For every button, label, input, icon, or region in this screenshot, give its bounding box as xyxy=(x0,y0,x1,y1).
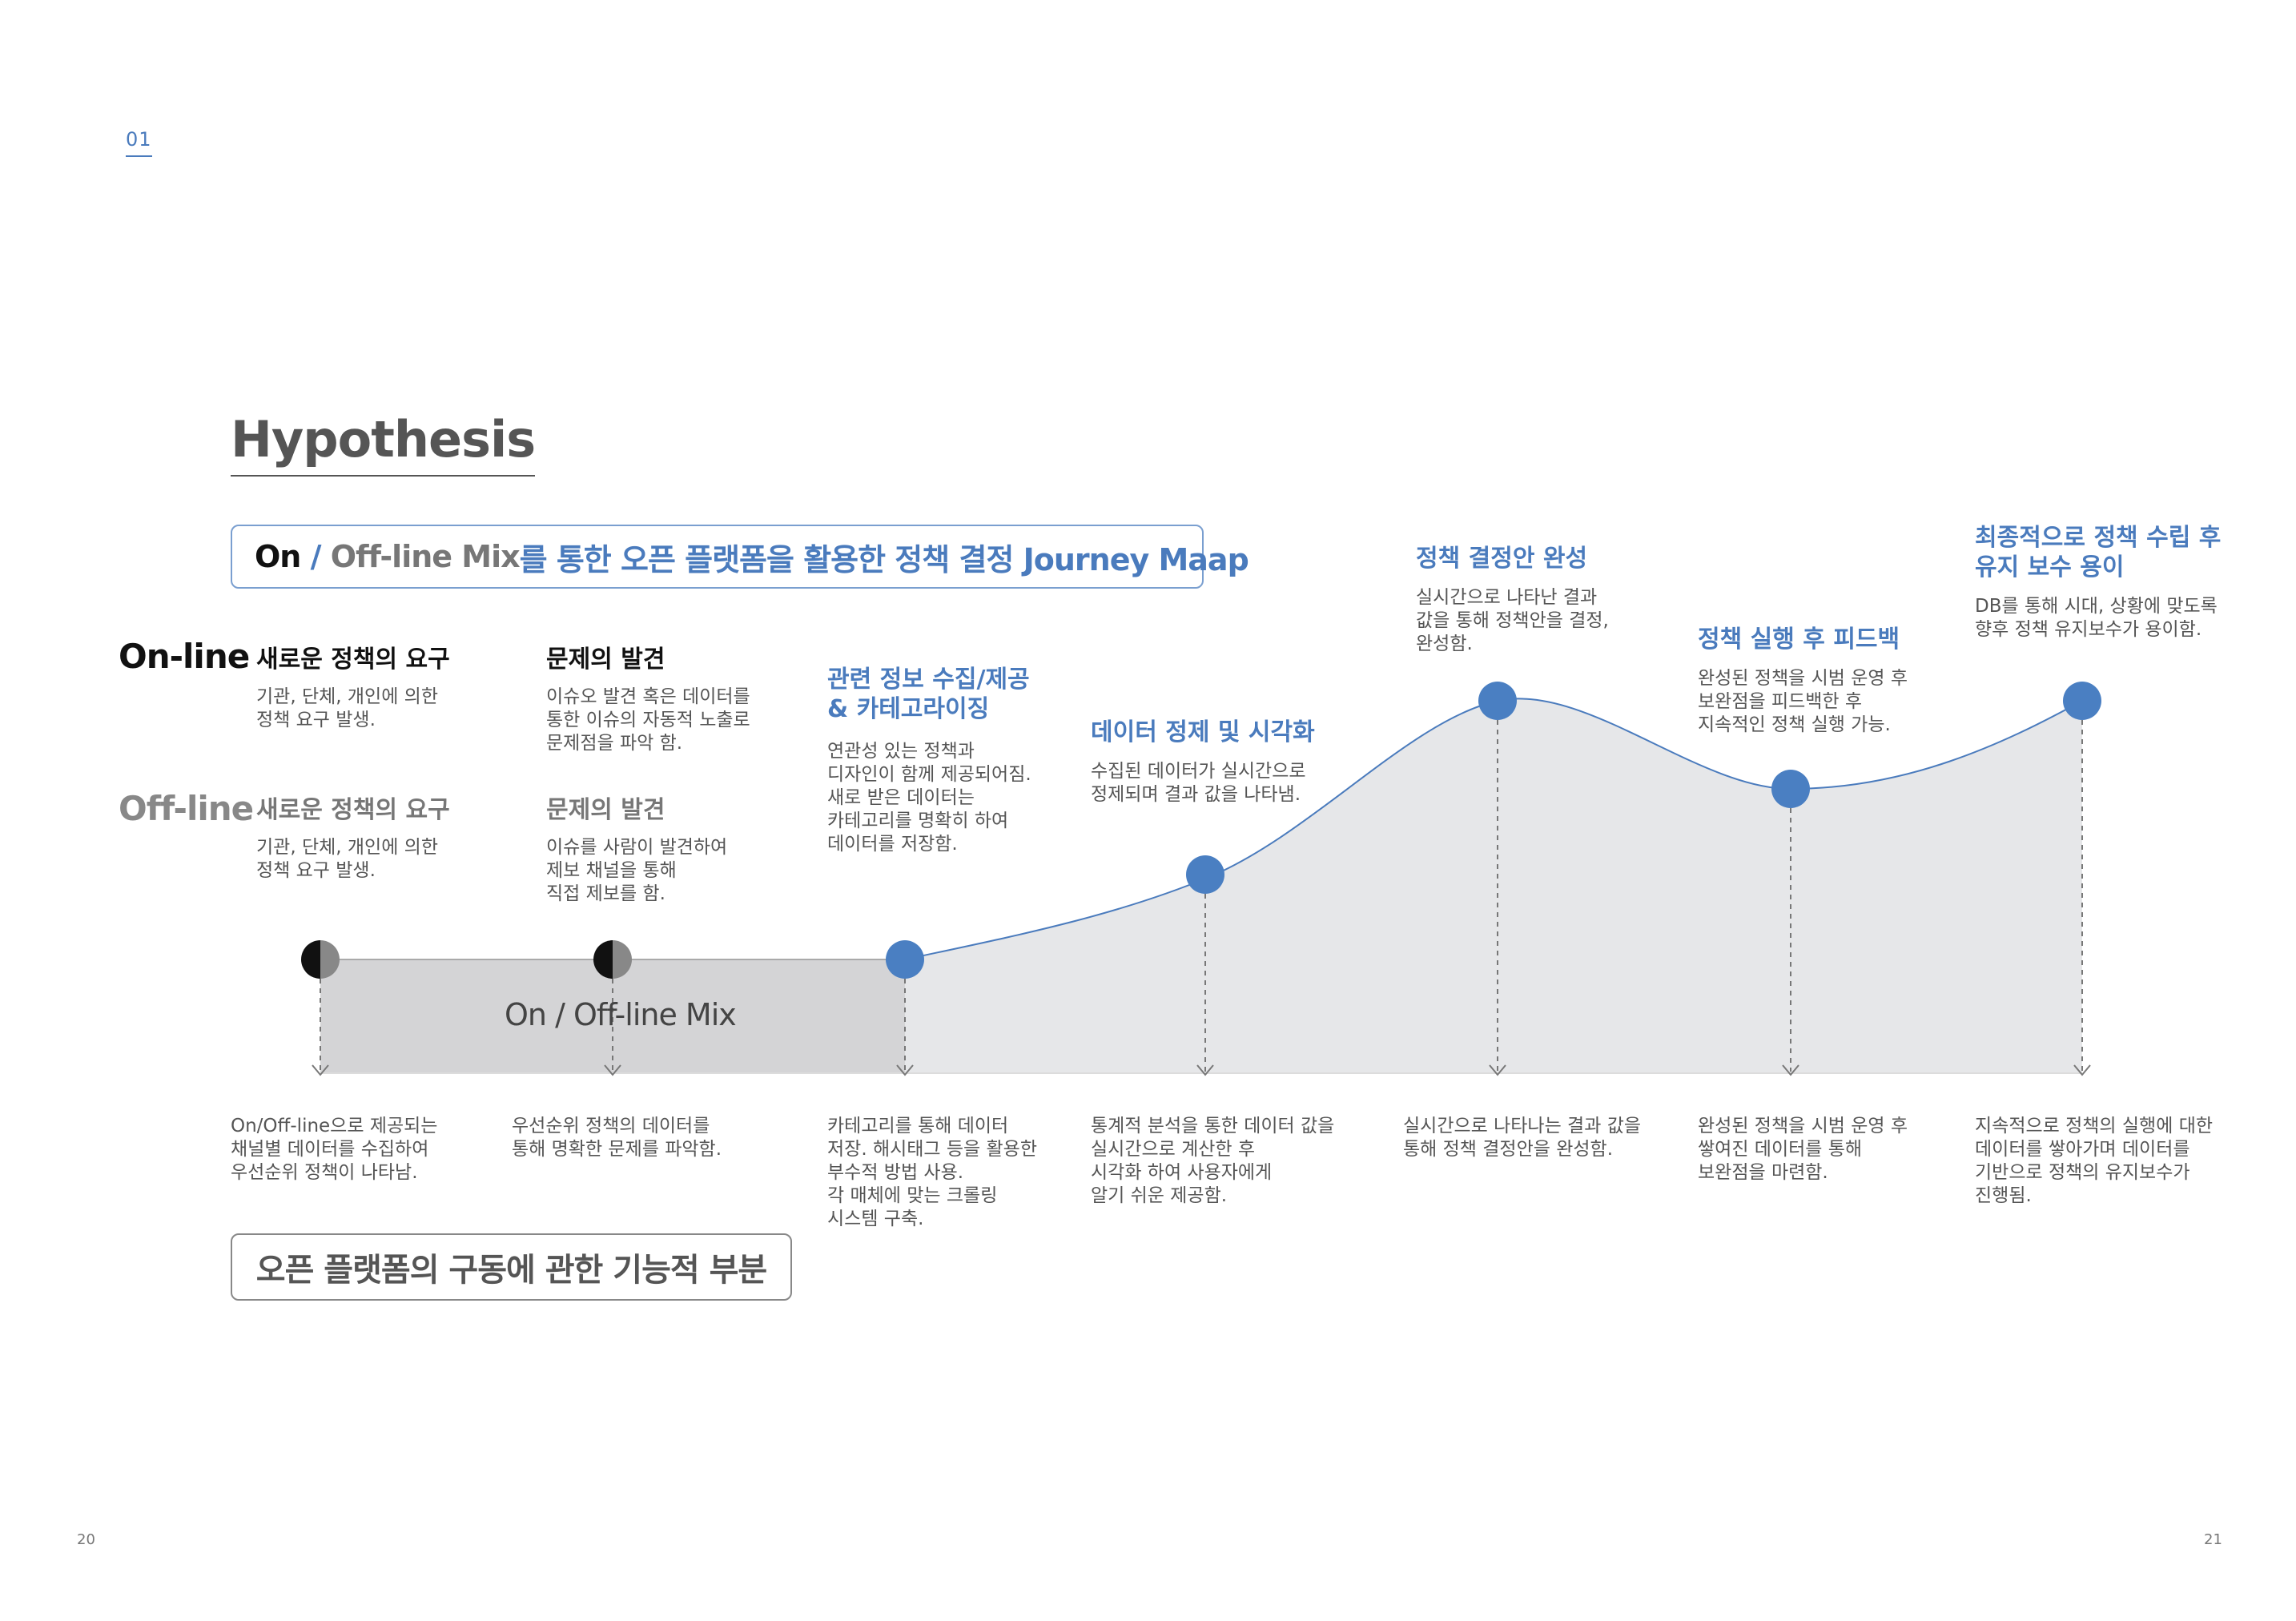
stage-collect-desc: 연관성 있는 정책과 디자인이 함께 제공되어짐. 새로 받은 데이터는 카테고… xyxy=(827,741,1031,855)
offline-stage-2: 문제의 발견 이슈를 사람이 발견하여 제보 채널을 통해 직접 제보를 함. xyxy=(546,795,727,906)
functional-part-box: 오픈 플랫폼의 구동에 관한 기능적 부분 xyxy=(231,1233,792,1301)
bottom-desc-7: 지속적으로 정책의 실행에 대한 데이터를 쌓아가며 데이터를 기반으로 정책의… xyxy=(1975,1116,2214,1206)
arrow-1 xyxy=(312,1064,329,1076)
journey-map-slash: / xyxy=(300,539,331,574)
page-number-right: 21 xyxy=(2204,1531,2222,1548)
offline-row-label: Off-line xyxy=(119,789,254,828)
stage-feedback-desc: 완성된 정책을 시범 운영 후 보완점을 피드백한 후 지속적인 정책 실행 가… xyxy=(1698,668,1908,735)
stage-maintenance-title: 최종적으로 정책 수립 후 유지 보수 용이 xyxy=(1975,524,2222,581)
blue-nodes xyxy=(886,682,2101,979)
arrow-3 xyxy=(896,1064,914,1076)
arrow-4 xyxy=(1196,1064,1214,1076)
stage-visualize-title: 데이터 정제 및 시각화 xyxy=(1091,718,1315,746)
bottom-desc-1: On/Off-line으로 제공되는 채널별 데이터를 수집하여 우선순위 정책… xyxy=(231,1116,438,1183)
bottom-desc-5: 실시간으로 나타나는 결과 값을 통해 정책 결정안을 완성함. xyxy=(1403,1116,1642,1160)
online-stage-2: 문제의 발견 이슈오 발견 혹은 데이터를 통한 이슈의 자동적 노출로 문제점… xyxy=(546,645,750,755)
arrow-6 xyxy=(1782,1064,1799,1076)
half-node-1 xyxy=(301,940,340,979)
bottom-desc-6: 완성된 정책을 시범 운영 후 쌓여진 데이터를 통해 보완점을 마련함. xyxy=(1698,1116,1908,1183)
stage-decision-title: 정책 결정안 완성 xyxy=(1416,545,1588,573)
offline-stage-1-desc: 기관, 단체, 개인에 의한 정책 요구 발생. xyxy=(256,837,438,881)
stage-visualize-desc: 수집된 데이터가 실시간으로 정제되며 결과 값을 나타냄. xyxy=(1091,761,1306,805)
arrow-5 xyxy=(1489,1064,1506,1076)
online-stage-2-title: 문제의 발견 xyxy=(546,646,665,674)
bottom-desc-2: 우선순위 정책의 데이터를 통해 명확한 문제를 파악함. xyxy=(512,1116,722,1160)
journey-map-offline: Off-line Mix xyxy=(330,539,521,574)
drop-arrows xyxy=(312,1064,2091,1076)
page-number-left: 20 xyxy=(77,1531,95,1548)
half-node-1-left xyxy=(301,940,320,979)
half-node-1-right xyxy=(320,940,340,979)
stage-maintenance-desc: DB를 통해 시대, 상황에 맞도록 향후 정책 유지보수가 용이함. xyxy=(1975,596,2218,640)
online-stage-1-title: 새로운 정책의 요구 xyxy=(256,646,450,674)
stage-decision: 정책 결정안 완성 실시간으로 나타난 결과 값을 통해 정책안을 결정, 완성… xyxy=(1416,544,1609,656)
node-feedback xyxy=(1771,770,1810,808)
journey-map-title: 를 통한 오픈 플랫폼을 활용한 정책 결정 Journey Maap xyxy=(519,541,1249,577)
online-stage-1: 새로운 정책의 요구 기관, 단체, 개인에 의한 정책 요구 발생. xyxy=(256,645,450,732)
section-number: 01 xyxy=(126,128,152,157)
journey-map-title-box: On / Off-line Mix 를 통한 오픈 플랫폼을 활용한 정책 결정 … xyxy=(231,525,1249,589)
stage-collect: 관련 정보 수집/제공 & 카테고라이징 연관성 있는 정책과 디자인이 함께 … xyxy=(827,665,1031,856)
half-node-2-right xyxy=(613,940,632,979)
stage-feedback: 정책 실행 후 피드백 완성된 정책을 시범 운영 후 보완점을 피드백한 후 … xyxy=(1698,625,1908,737)
offline-stage-1: 새로운 정책의 요구 기관, 단체, 개인에 의한 정책 요구 발생. xyxy=(256,795,450,883)
online-row-label: On-line xyxy=(119,637,250,676)
page-title: Hypothesis xyxy=(231,410,536,477)
mix-label: On / Off-line Mix xyxy=(505,997,737,1032)
online-stage-2-desc: 이슈오 발견 혹은 데이터를 통한 이슈의 자동적 노출로 문제점을 파악 함. xyxy=(546,686,750,754)
bottom-desc-4: 통계적 분석을 통한 데이터 값을 실시간으로 계산한 후 시각화 하여 사용자… xyxy=(1091,1116,1335,1206)
stage-visualize: 데이터 정제 및 시각화 수집된 데이터가 실시간으로 정제되며 결과 값을 나… xyxy=(1091,718,1315,806)
offline-stage-2-title: 문제의 발견 xyxy=(546,796,665,824)
half-node-2 xyxy=(593,940,632,979)
journey-map-on: On xyxy=(255,539,301,574)
stage-feedback-title: 정책 실행 후 피드백 xyxy=(1698,625,1900,654)
stage-collect-title: 관련 정보 수집/제공 & 카테고라이징 xyxy=(827,666,1030,723)
stage-decision-desc: 실시간으로 나타난 결과 값을 통해 정책안을 결정, 완성함. xyxy=(1416,587,1609,654)
bottom-desc-3: 카테고리를 통해 데이터 저장. 해시태그 등을 활용한 부수적 방법 사용. … xyxy=(827,1116,1038,1229)
stage-maintenance: 최종적으로 정책 수립 후 유지 보수 용이 DB를 통해 시대, 상황에 맞도… xyxy=(1975,523,2221,642)
node-visualize xyxy=(1186,855,1224,894)
offline-stage-1-title: 새로운 정책의 요구 xyxy=(256,796,450,824)
arrow-7 xyxy=(2073,1064,2091,1076)
node-collect xyxy=(886,940,924,979)
offline-stage-2-desc: 이슈를 사람이 발견하여 제보 채널을 통해 직접 제보를 함. xyxy=(546,837,728,904)
online-stage-1-desc: 기관, 단체, 개인에 의한 정책 요구 발생. xyxy=(256,686,438,730)
node-maintenance xyxy=(2063,682,2101,720)
arrow-2 xyxy=(604,1064,621,1076)
node-decision xyxy=(1478,682,1517,720)
half-node-2-left xyxy=(593,940,613,979)
drop-lines xyxy=(320,701,2083,1072)
